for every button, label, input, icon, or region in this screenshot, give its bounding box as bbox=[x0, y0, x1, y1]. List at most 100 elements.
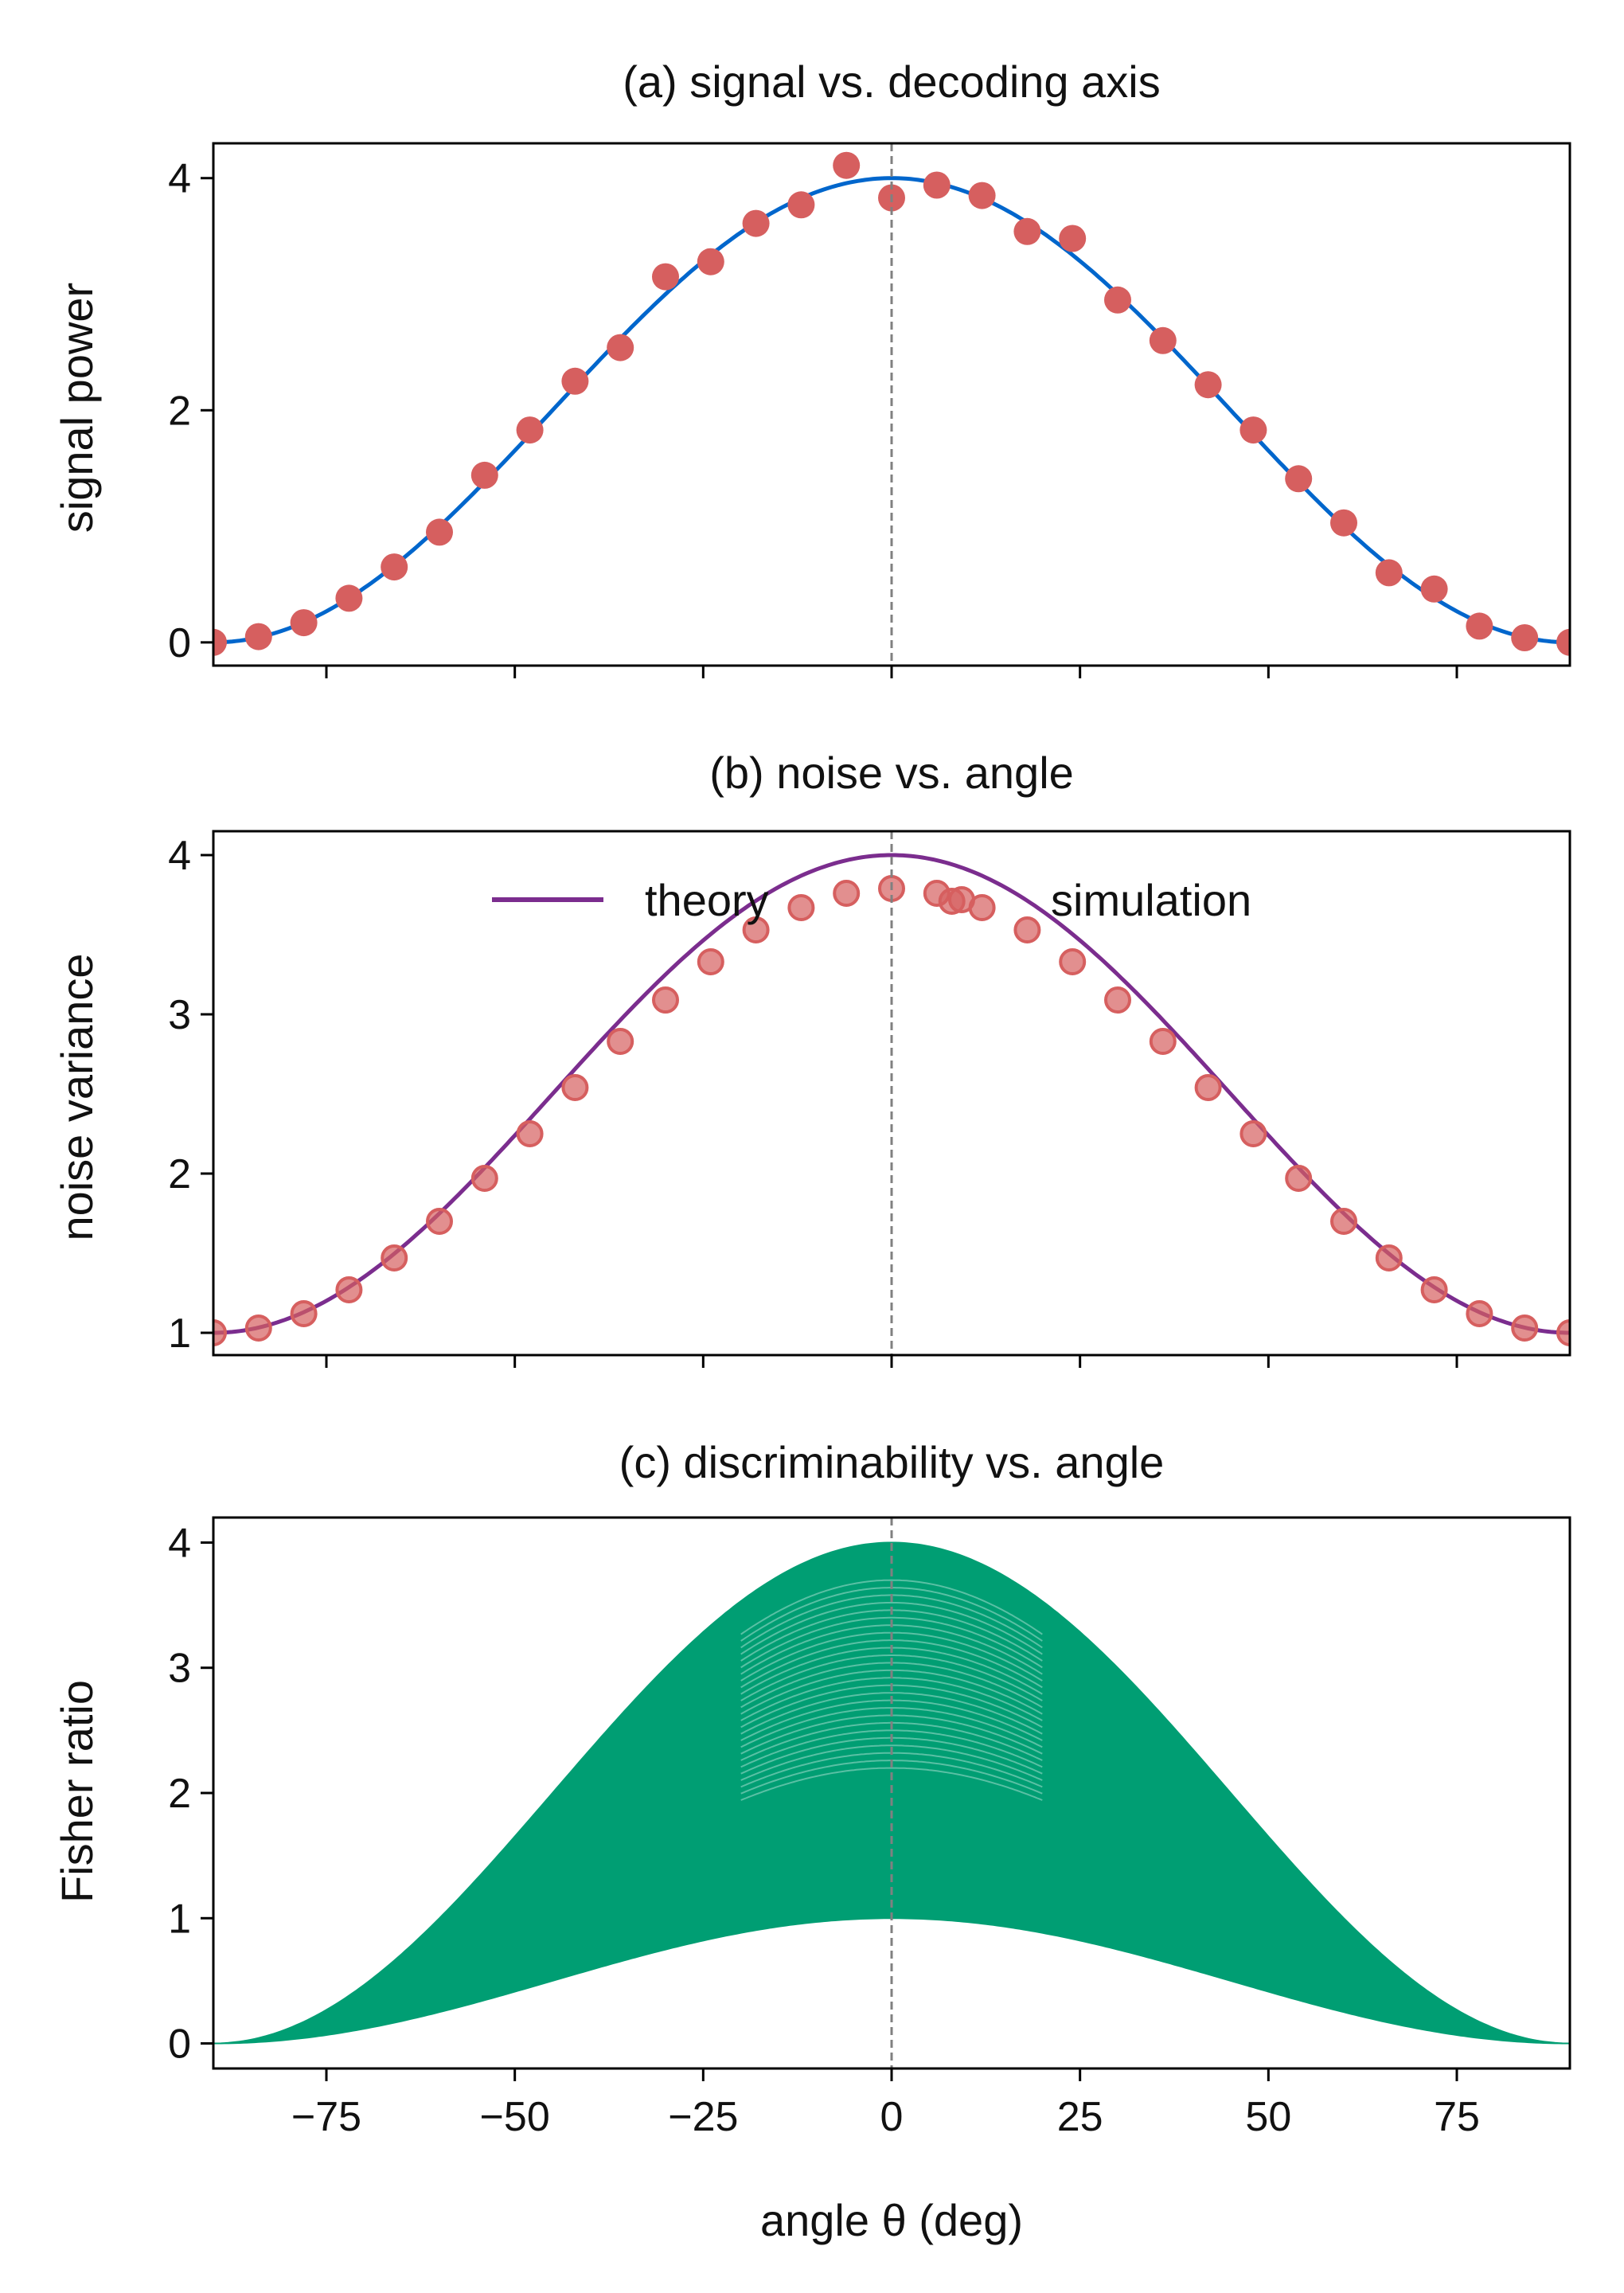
band-contour-line bbox=[740, 1744, 1043, 1781]
signal-data-point bbox=[1511, 624, 1539, 651]
simulation-data-point bbox=[607, 1028, 634, 1055]
signal-data-point bbox=[381, 553, 408, 581]
signal-data-point bbox=[1285, 465, 1313, 493]
panel-b-legend: theory simulation bbox=[492, 875, 1251, 925]
simulation-data-point bbox=[1330, 1208, 1357, 1235]
signal-data-point bbox=[1059, 225, 1087, 252]
panel-discriminability: (c) discriminability vs. angle Fisher ra… bbox=[52, 1437, 1571, 2245]
signal-data-point bbox=[1466, 612, 1493, 640]
simulation-data-point bbox=[561, 1074, 589, 1101]
panel-noise: (b) noise vs. angle noise variance 1234 … bbox=[52, 748, 1571, 1368]
y-tick-label: 0 bbox=[168, 2022, 191, 2068]
band-contour-line bbox=[740, 1669, 1043, 1715]
x-tick-label: 75 bbox=[1434, 2094, 1480, 2140]
signal-data-point bbox=[1194, 371, 1222, 399]
x-tick-label: 0 bbox=[880, 2094, 904, 2140]
band-contour-line bbox=[740, 1654, 1043, 1701]
simulation-data-point bbox=[1104, 986, 1131, 1014]
signal-data-point bbox=[923, 171, 951, 199]
plot-0-data-layer bbox=[213, 151, 1570, 656]
band-contour-line bbox=[740, 1692, 1043, 1735]
signal-data-point bbox=[335, 584, 363, 612]
band-contour-line bbox=[740, 1616, 1043, 1669]
simulation-data-point bbox=[742, 916, 770, 943]
simulation-data-point bbox=[1149, 1028, 1177, 1055]
legend-theory-label: theory bbox=[645, 875, 769, 925]
signal-data-point bbox=[968, 182, 996, 209]
simulation-data-point bbox=[833, 880, 861, 907]
signal-data-point bbox=[787, 191, 815, 219]
simulation-data-point bbox=[381, 1244, 408, 1272]
x-tick-label: 25 bbox=[1057, 2094, 1103, 2140]
simulation-data-point bbox=[1556, 1319, 1570, 1346]
legend-simulation-marker bbox=[948, 886, 975, 913]
y-tick-label: 4 bbox=[168, 833, 191, 879]
y-tick-label: 4 bbox=[168, 156, 191, 202]
signal-data-point bbox=[561, 367, 589, 395]
simulation-data-point bbox=[1013, 916, 1041, 943]
y-tick-label: 2 bbox=[168, 388, 191, 434]
x-tick-label: 50 bbox=[1245, 2094, 1291, 2140]
panel-a-plot-area: 0 2 4 bbox=[168, 142, 1571, 678]
y-tick-label: 1 bbox=[168, 1896, 191, 1942]
panel-c-ylabel: Fisher ratio bbox=[52, 1680, 102, 1903]
y-tick-label: 0 bbox=[168, 620, 191, 666]
y-tick-label: 3 bbox=[168, 992, 191, 1038]
panel-b-plot-area: 1 2 3 4 bbox=[168, 830, 1571, 1368]
simulation-data-point bbox=[426, 1208, 453, 1235]
simulation-data-point bbox=[516, 1120, 544, 1147]
simulation-data-point bbox=[1059, 948, 1087, 975]
band-contour-line bbox=[740, 1579, 1043, 1635]
panel-signal: (a) signal vs. decoding axis signal powe… bbox=[52, 57, 1571, 678]
signal-data-point bbox=[742, 209, 770, 237]
plot-1-data-layer bbox=[213, 853, 1570, 1346]
band-contour-line bbox=[740, 1707, 1043, 1748]
x-tick-label: −25 bbox=[668, 2094, 738, 2140]
signal-data-point bbox=[697, 248, 724, 275]
signal-data-point bbox=[1149, 326, 1177, 354]
panel-b-title: (b) noise vs. angle bbox=[709, 748, 1074, 798]
signal-data-point bbox=[1420, 575, 1448, 603]
simulation-data-point bbox=[244, 1314, 272, 1342]
signal-data-point bbox=[426, 518, 453, 546]
y-tick-label: 1 bbox=[168, 1311, 191, 1357]
band-contour-line bbox=[740, 1639, 1043, 1689]
signal-data-point bbox=[1104, 286, 1131, 314]
signal-data-point bbox=[516, 416, 544, 444]
y-tick-label: 2 bbox=[168, 1771, 191, 1817]
signal-data-point bbox=[244, 623, 272, 650]
panel-a-title: (a) signal vs. decoding axis bbox=[623, 57, 1160, 107]
signal-data-point bbox=[1375, 559, 1403, 587]
panel-b-ylabel: noise variance bbox=[52, 953, 102, 1240]
x-tick-label: −50 bbox=[480, 2094, 550, 2140]
simulation-data-point bbox=[1420, 1276, 1448, 1303]
simulation-data-point bbox=[1375, 1244, 1403, 1272]
simulation-data-point bbox=[1239, 1120, 1267, 1147]
panel-a-ylabel: signal power bbox=[52, 283, 102, 533]
signal-data-point bbox=[833, 151, 861, 179]
simulation-data-point bbox=[787, 894, 815, 921]
legend-simulation-label: simulation bbox=[1051, 875, 1251, 925]
signal-data-point bbox=[1330, 509, 1357, 537]
signal-data-point bbox=[1239, 416, 1267, 444]
x-tick-label: −75 bbox=[291, 2094, 361, 2140]
simulation-data-point bbox=[213, 1319, 227, 1346]
y-tick-label: 4 bbox=[168, 1520, 191, 1566]
y-tick-label: 3 bbox=[168, 1646, 191, 1692]
simulation-data-point bbox=[1285, 1165, 1313, 1192]
band-contour-line bbox=[740, 1729, 1043, 1768]
signal-data-point bbox=[607, 334, 634, 361]
y-tick-label: 2 bbox=[168, 1151, 191, 1197]
simulation-data-point bbox=[697, 948, 724, 975]
panel-c-title: (c) discriminability vs. angle bbox=[619, 1437, 1165, 1487]
panel-c-plot-area: 0 1 2 3 4 −75 −50 −25 0 25 50 75 bbox=[168, 1516, 1571, 2140]
simulation-data-point bbox=[290, 1300, 318, 1327]
simulation-data-point bbox=[335, 1276, 363, 1303]
simulation-data-point bbox=[470, 1165, 498, 1192]
signal-data-point bbox=[470, 461, 498, 489]
signal-data-point bbox=[652, 263, 679, 291]
signal-data-point bbox=[1556, 628, 1570, 656]
simulation-data-point bbox=[1466, 1300, 1493, 1327]
